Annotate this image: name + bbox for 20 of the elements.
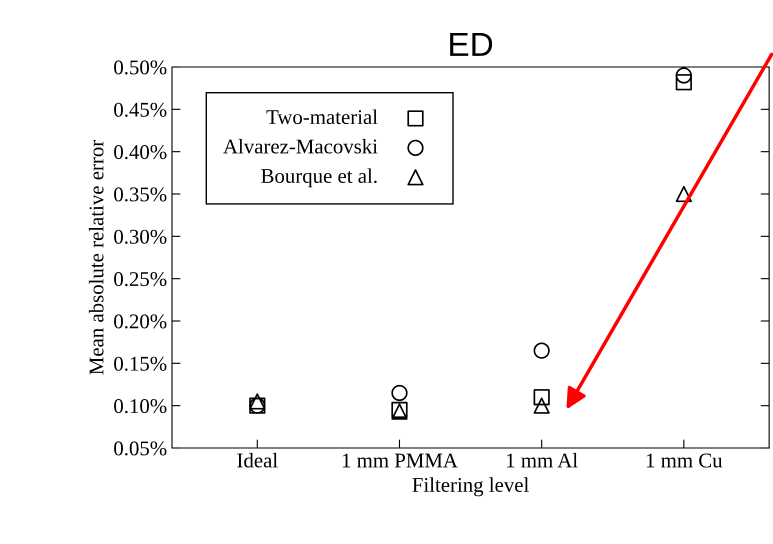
- y-tick-label: 0.50%: [114, 60, 166, 75]
- y-tick-label: 0.15%: [114, 356, 166, 371]
- y-tick-label: 0.20%: [114, 314, 166, 329]
- y-tick-label: 0.25%: [114, 272, 166, 286]
- x-tick-label: Ideal: [237, 452, 278, 468]
- chart-title: ED: [450, 32, 492, 56]
- y-tick-label: 0.45%: [114, 102, 166, 117]
- y-tick-label: 0.40%: [114, 145, 166, 160]
- y-tick-label: 0.35%: [114, 187, 166, 202]
- y-axis-title: Mean absolute relative error: [88, 140, 104, 375]
- legend-label: Two-material: [266, 109, 378, 124]
- y-tick-label: 0.05%: [114, 441, 166, 456]
- x-tick-label: 1 mm Cu: [646, 454, 722, 468]
- y-tick-label: 0.10%: [114, 399, 166, 414]
- x-axis-title: Filtering level: [412, 477, 529, 496]
- x-tick-label: 1 mm PMMA: [342, 454, 458, 468]
- legend-label: Bourque et al.: [261, 168, 377, 188]
- x-tick-label: 1 mm Al: [507, 452, 578, 468]
- y-tick-label: 0.30%: [114, 230, 166, 244]
- legend-label: Alvarez-Macovski: [223, 138, 378, 154]
